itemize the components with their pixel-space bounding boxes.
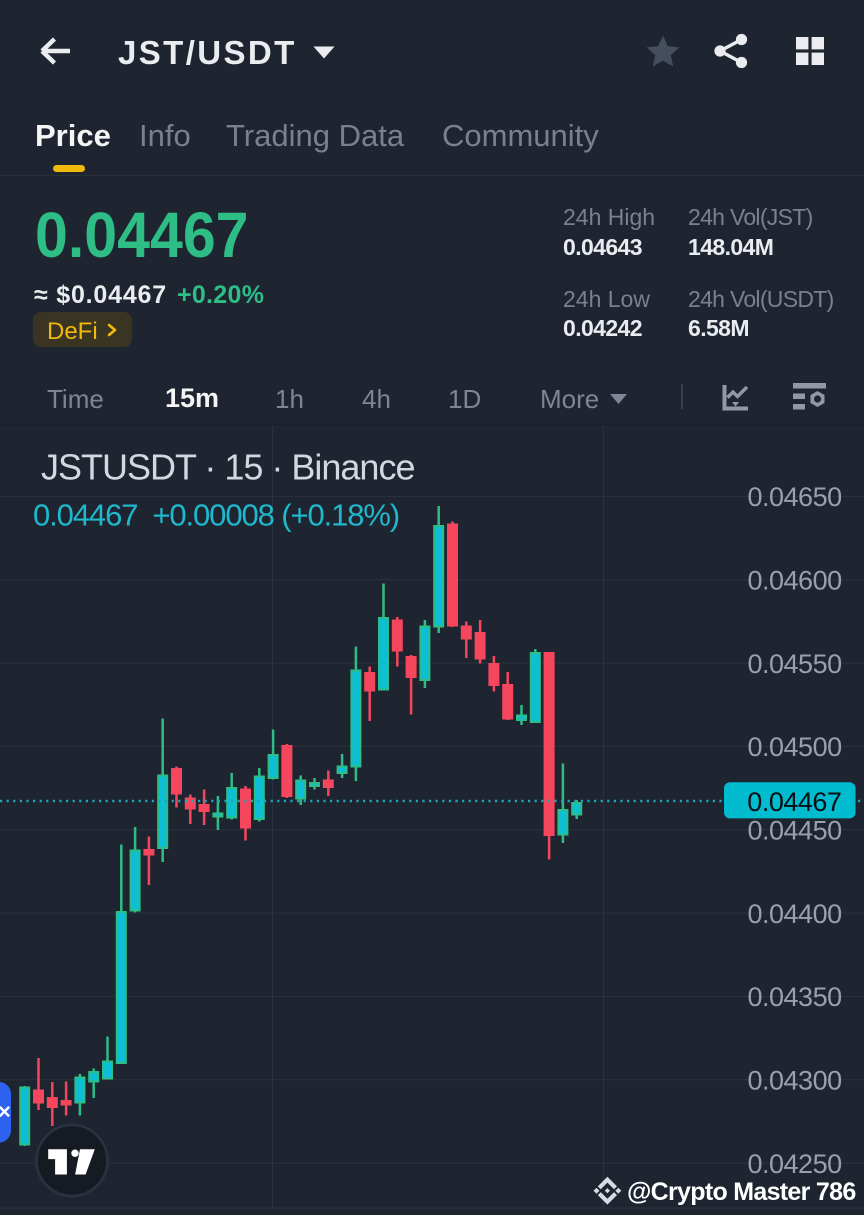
svg-text:0.04300: 0.04300 — [748, 1066, 842, 1096]
svg-text:0.04350: 0.04350 — [748, 982, 842, 1012]
svg-text:JSTUSDT · 15 · Binance: JSTUSDT · 15 · Binance — [41, 447, 414, 488]
svg-text:0.04467 +0.00008 (+0.18%): 0.04467 +0.00008 (+0.18%) — [33, 498, 399, 533]
svg-text:0.04450: 0.04450 — [748, 816, 842, 846]
svg-text:0.04600: 0.04600 — [748, 566, 842, 596]
svg-text:@Crypto Master 786: @Crypto Master 786 — [627, 1178, 856, 1206]
svg-text:0.04467: 0.04467 — [747, 787, 841, 817]
svg-text:0.04400: 0.04400 — [748, 899, 842, 929]
svg-text:0.04550: 0.04550 — [748, 649, 842, 679]
svg-text:0.04250: 0.04250 — [748, 1149, 842, 1179]
svg-text:0.04500: 0.04500 — [748, 732, 842, 762]
svg-text:×: × — [0, 1099, 11, 1124]
svg-text:0.04650: 0.04650 — [748, 482, 842, 512]
